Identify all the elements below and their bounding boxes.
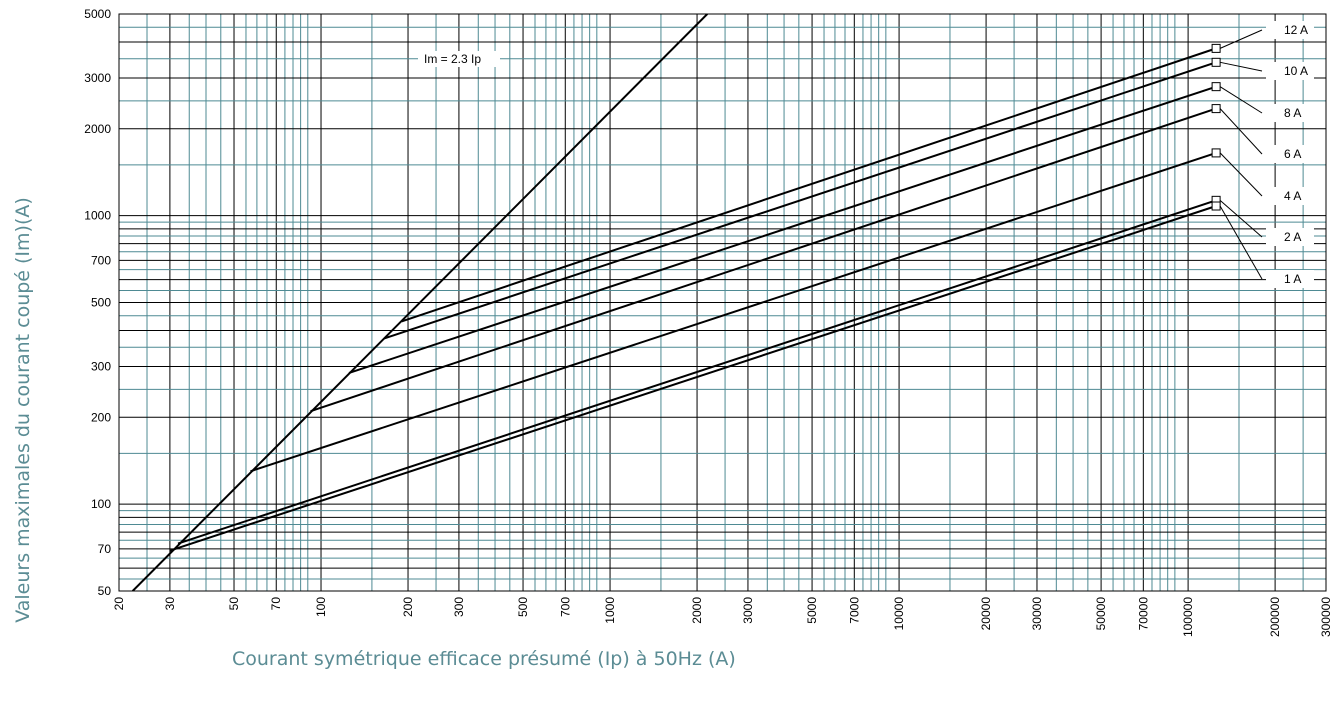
x-tick-label: 5000 (805, 597, 819, 624)
x-tick-label: 3000 (741, 597, 755, 624)
series-labels: Im = 2.3 Ip 12 A 10 A 8 A 6 A 4 A 2 A 1 A (418, 21, 1314, 288)
series-end-marker (1211, 57, 1221, 67)
tick-labels: 50 70 100 200 300 500 700 1000 2000 3000 5000 20 30 5… (84, 7, 1333, 637)
series-label-bg (1266, 187, 1314, 205)
series-end-marker (1211, 104, 1221, 114)
x-tick-label: 200000 (1268, 597, 1282, 637)
series-label-bg (1266, 62, 1314, 80)
x-tick-label: 300 (452, 597, 466, 617)
series-line (383, 61, 1217, 340)
series-line (177, 199, 1217, 545)
series-label-bg (1266, 145, 1314, 163)
x-tick-label: 20 (112, 597, 126, 611)
x-tick-label: 30 (163, 597, 177, 611)
y-tick-label: 50 (98, 584, 112, 598)
x-tick-label: 2000 (690, 597, 704, 624)
series-end-marker (1211, 148, 1221, 158)
y-tick-label: 2000 (84, 122, 111, 136)
series-leader-line (1219, 152, 1263, 197)
series-label-bg (1266, 21, 1314, 39)
series-leader-line (1219, 29, 1263, 49)
series-end-marker (1211, 82, 1221, 92)
y-tick-label: 500 (91, 296, 111, 310)
series-label-bg (1266, 270, 1314, 288)
x-tick-label: 20000 (979, 597, 993, 631)
x-tick-label: 70 (269, 597, 283, 611)
series-leader-line (1219, 205, 1263, 280)
x-tick-label: 300000 (1319, 597, 1333, 637)
y-tick-label: 200 (91, 410, 111, 424)
x-axis-label: Courant symétrique efficace présumé (Ip)… (232, 648, 736, 670)
series-line (250, 151, 1217, 473)
y-tick-label: 5000 (84, 7, 111, 21)
series-line (169, 205, 1217, 552)
series-line (310, 107, 1217, 413)
x-tick-label: 70000 (1136, 597, 1150, 631)
x-tick-label: 7000 (847, 597, 861, 624)
series-label-bg (1266, 228, 1314, 246)
reference-label: Im = 2.3 Ip (424, 52, 481, 66)
grid (118, 13, 1327, 592)
reference-label-bg (418, 51, 500, 67)
series-lines (131, 14, 1221, 591)
x-tick-label: 30000 (1030, 597, 1044, 631)
series-label: 10 A (1284, 64, 1308, 78)
y-tick-label: 1000 (84, 209, 111, 223)
series-label: 4 A (1284, 189, 1301, 203)
y-tick-label: 100 (91, 497, 111, 511)
series-line (401, 47, 1217, 323)
series-label: 2 A (1284, 230, 1301, 244)
series-end-marker (1211, 43, 1221, 53)
series-leader-line (1219, 199, 1263, 238)
x-tick-label: 200 (401, 597, 415, 617)
series-line (348, 85, 1217, 374)
plot-frame (118, 13, 1327, 592)
y-tick-label: 700 (91, 253, 111, 267)
series-end-marker (1211, 201, 1221, 211)
series-leader-line (1220, 61, 1263, 72)
y-tick-label: 70 (98, 542, 112, 556)
y-tick-label: 3000 (84, 71, 111, 85)
x-tick-label: 1000 (603, 597, 617, 624)
reference-line (131, 14, 709, 591)
x-tick-label: 700 (558, 597, 572, 617)
series-label: 6 A (1284, 147, 1301, 161)
x-tick-label: 500 (516, 597, 530, 617)
y-axis-label: Valeurs maximales du courant coupé (Im)(… (12, 197, 34, 623)
x-tick-label: 100 (314, 597, 328, 617)
series-label: 8 A (1284, 106, 1301, 120)
series-label: 1 A (1284, 272, 1301, 286)
series-leader-line (1219, 86, 1263, 114)
x-tick-label: 50 (227, 597, 241, 611)
series-label: 12 A (1284, 23, 1308, 37)
x-tick-label: 50000 (1094, 597, 1108, 631)
x-tick-label: 10000 (892, 597, 906, 631)
y-tick-label: 300 (91, 360, 111, 374)
x-tick-label: 100000 (1181, 597, 1195, 637)
series-leader-line (1219, 108, 1263, 155)
series-label-bg (1266, 104, 1314, 122)
